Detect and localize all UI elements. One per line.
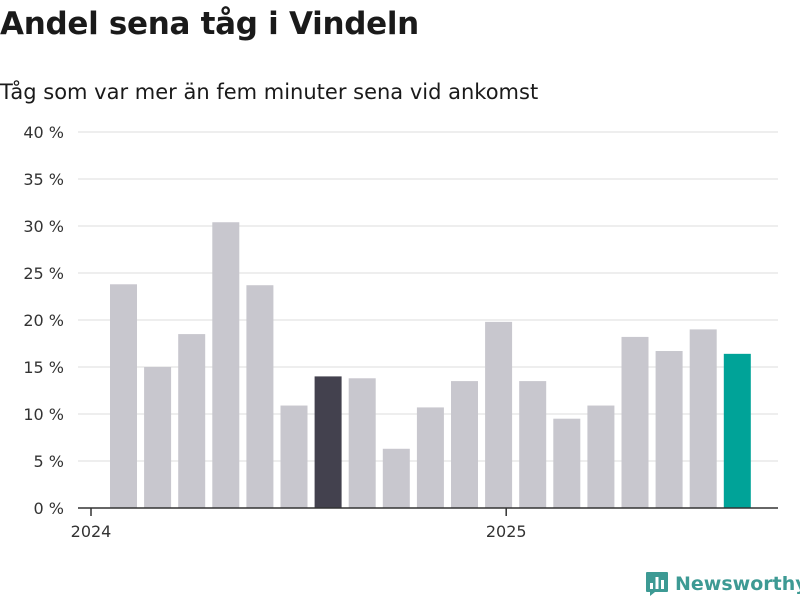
bar: [348, 378, 376, 508]
bar: [382, 448, 410, 508]
chart-subtitle: Tåg som var mer än fem minuter sena vid …: [0, 80, 539, 104]
bar: [178, 334, 206, 508]
bar: [485, 321, 513, 508]
bar-chart-logo-icon: [646, 572, 668, 596]
y-tick-label: 20 %: [23, 311, 64, 330]
y-tick-label: 35 %: [23, 170, 64, 189]
bar: [451, 381, 478, 508]
bar: [212, 222, 240, 509]
x-tick-label: 2025: [486, 522, 527, 541]
bar: [723, 353, 751, 508]
brand-name: Newsworthy: [675, 573, 800, 595]
bar: [587, 405, 615, 508]
bar: [519, 381, 547, 508]
bar: [621, 336, 649, 508]
chart-title: Andel sena tåg i Vindeln: [0, 6, 419, 42]
y-tick-label: 30 %: [23, 217, 64, 236]
y-tick-label: 40 %: [23, 123, 64, 142]
y-tick-label: 0 %: [34, 499, 64, 518]
bar: [110, 284, 137, 508]
y-tick-label: 10 %: [23, 405, 64, 424]
bar: [144, 367, 172, 508]
y-tick-label: 15 %: [23, 358, 64, 377]
bar: [416, 407, 444, 508]
bar: [553, 418, 581, 508]
bar: [314, 376, 342, 508]
bar: [655, 351, 683, 508]
bar: [280, 405, 308, 508]
x-tick-label: 2024: [71, 522, 112, 541]
newsworthy-logo: Newsworthy: [645, 570, 800, 598]
bar: [246, 285, 274, 508]
bar: [689, 329, 717, 508]
y-tick-label: 25 %: [23, 264, 64, 283]
y-tick-label: 5 %: [34, 452, 64, 471]
bar-chart: 0 % 5 % 10 % 15 % 20 % 25 % 30 % 35 % 40 % 2024 20…: [23, 123, 778, 541]
